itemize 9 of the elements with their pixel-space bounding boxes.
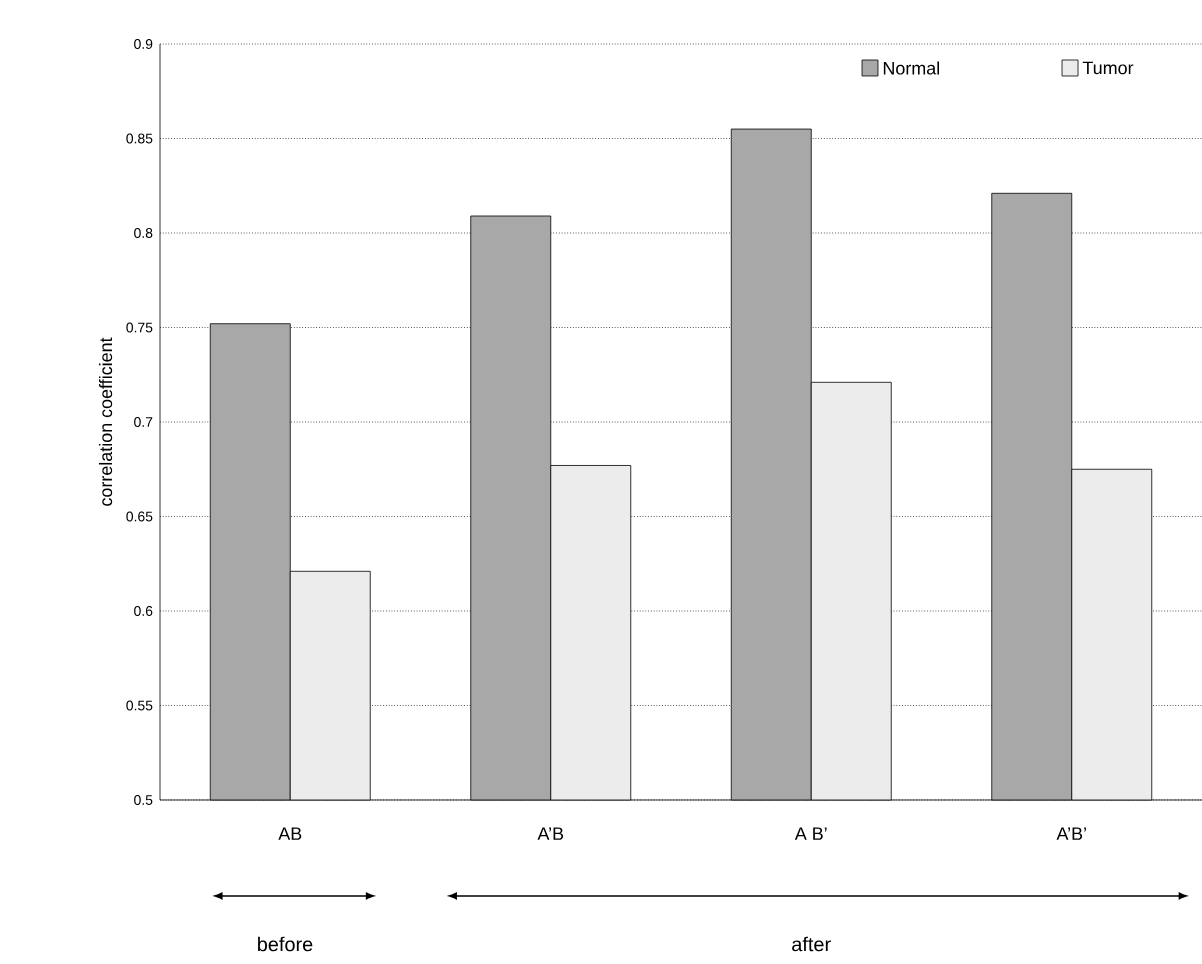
x-tick-label: A’B’ (1056, 827, 1086, 840)
text: before (258, 936, 313, 952)
y-axis-title: correlation coefficient (98, 337, 113, 506)
x-tick-label: A B’ (794, 827, 827, 840)
x-tick-label: A’B (537, 827, 564, 840)
legend-label: Normal (883, 61, 939, 75)
text: after (792, 936, 831, 952)
x-tick-label: AB (278, 827, 302, 840)
legend-label: Tumor (1082, 61, 1134, 75)
